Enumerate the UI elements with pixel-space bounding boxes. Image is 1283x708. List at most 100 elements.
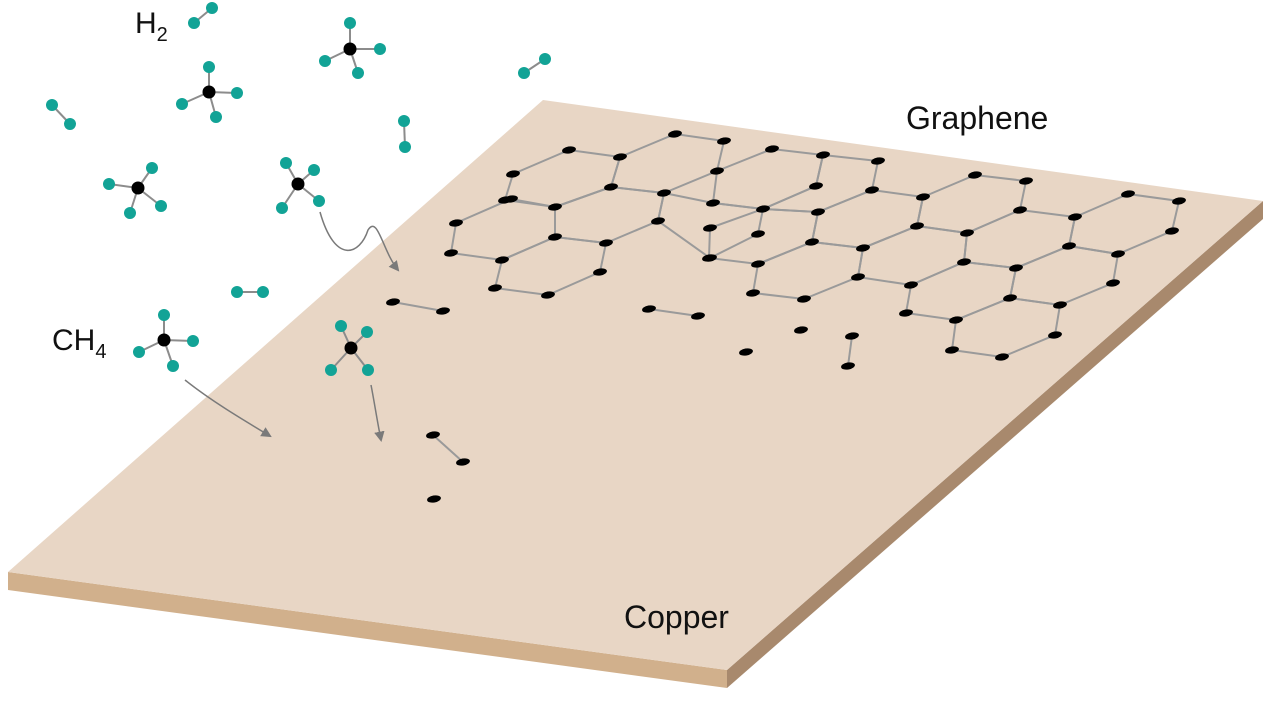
carbon-atom — [756, 205, 770, 213]
hydrogen-atom — [374, 43, 386, 55]
hydrogen-atom — [187, 335, 199, 347]
hydrogen-atom — [155, 200, 167, 212]
carbon-atom — [805, 238, 819, 246]
hydrogen-atom — [352, 67, 364, 79]
carbon-atom — [703, 224, 717, 232]
carbon-atom — [1003, 294, 1017, 302]
ch4-label: CH4 — [52, 324, 106, 363]
copper-front-face — [8, 572, 727, 688]
carbon-atom — [739, 348, 753, 356]
hydrogen-atom — [518, 67, 530, 79]
hydrogen-atom — [64, 118, 76, 130]
carbon-atom — [1165, 227, 1179, 235]
carbon-atom — [910, 222, 924, 230]
carbon-atom — [949, 316, 963, 324]
hydrogen-atom — [399, 141, 411, 153]
reaction-arrows — [184, 211, 400, 443]
carbon-atom — [794, 326, 808, 334]
carbon-atom — [1068, 213, 1082, 221]
h2-molecule — [188, 2, 218, 29]
hydrogen-atom — [210, 111, 222, 123]
carbon-atom — [968, 171, 982, 179]
hydrogen-atom — [280, 157, 292, 169]
carbon-atom — [593, 268, 607, 276]
carbon-atom — [691, 312, 705, 320]
carbon-atom — [811, 208, 825, 216]
copper-label: Copper — [624, 599, 729, 635]
hydrogen-atom — [46, 99, 58, 111]
carbon-atom — [706, 199, 720, 207]
hydrogen-atom — [325, 364, 337, 376]
carbon-atom — [1013, 206, 1027, 214]
graphene-atoms — [444, 130, 1186, 361]
carbon-atom — [386, 298, 400, 306]
h2-molecule — [398, 115, 411, 153]
h2-molecule — [231, 286, 269, 298]
carbon-atom — [291, 177, 305, 191]
hydrogen-atom — [206, 2, 218, 14]
carbon-atom — [599, 239, 613, 247]
carbon-atom — [702, 254, 716, 262]
carbon-atom — [613, 153, 627, 161]
carbon-fragments — [386, 298, 859, 503]
carbon-atom — [865, 186, 879, 194]
carbon-atom — [1019, 177, 1033, 185]
carbon-atom — [916, 193, 930, 201]
carbon-atom — [488, 284, 502, 292]
carbon-atom — [444, 249, 458, 257]
carbon-atom — [642, 305, 656, 313]
carbon-atom — [945, 346, 959, 354]
hydrogen-atom — [398, 115, 410, 127]
h2-molecule — [46, 99, 76, 130]
carbon-atom — [960, 229, 974, 237]
arrow-adsorption-2 — [184, 379, 272, 438]
carbon-atom — [495, 256, 509, 264]
ch4-molecule — [103, 162, 167, 219]
arrow-adsorption-3 — [370, 384, 385, 443]
carbon-atom — [751, 260, 765, 268]
carbon-atom — [1106, 279, 1120, 287]
carbon-atom — [427, 495, 441, 503]
carbon-atom — [765, 145, 779, 153]
carbon-atom — [841, 362, 855, 370]
carbon-atom — [710, 167, 724, 175]
carbon-atom — [995, 353, 1009, 361]
carbon-atom — [651, 217, 665, 225]
carbon-atom — [1121, 190, 1135, 198]
hydrogen-atom — [313, 195, 325, 207]
carbon-atom — [548, 203, 562, 211]
carbon-atom — [751, 230, 765, 238]
carbon-atom — [809, 182, 823, 190]
carbon-atom — [1048, 331, 1062, 339]
carbon-atom — [202, 85, 216, 99]
carbon-atom — [1111, 250, 1125, 258]
carbon-atom — [668, 130, 682, 138]
carbon-atom — [816, 151, 830, 159]
ch4-molecule — [319, 17, 386, 79]
hydrogen-atom — [176, 98, 188, 110]
carbon-atom — [426, 431, 440, 439]
carbon-atom — [845, 332, 859, 340]
carbon-atom — [957, 258, 971, 266]
copper-substrate — [8, 100, 1263, 688]
hydrogen-atom — [344, 17, 356, 29]
carbon-atom — [343, 42, 357, 56]
carbon-atom — [904, 281, 918, 289]
hydrogen-atom — [539, 53, 551, 65]
hydrogen-atom — [362, 364, 374, 376]
carbon-atom — [717, 137, 731, 145]
ch4-molecule — [133, 309, 199, 372]
carbon-atom — [506, 170, 520, 178]
carbon-atom — [856, 244, 870, 252]
carbon-atom — [1172, 197, 1186, 205]
carbon-atom — [436, 307, 450, 315]
hydrogen-atom — [203, 61, 215, 73]
carbon-atom — [541, 291, 555, 299]
hydrogen-atom — [158, 309, 170, 321]
carbon-atom — [449, 219, 463, 227]
carbon-atom — [899, 309, 913, 317]
hydrogen-atom — [146, 162, 158, 174]
hydrogen-atom — [231, 286, 243, 298]
hydrogen-atom — [231, 87, 243, 99]
